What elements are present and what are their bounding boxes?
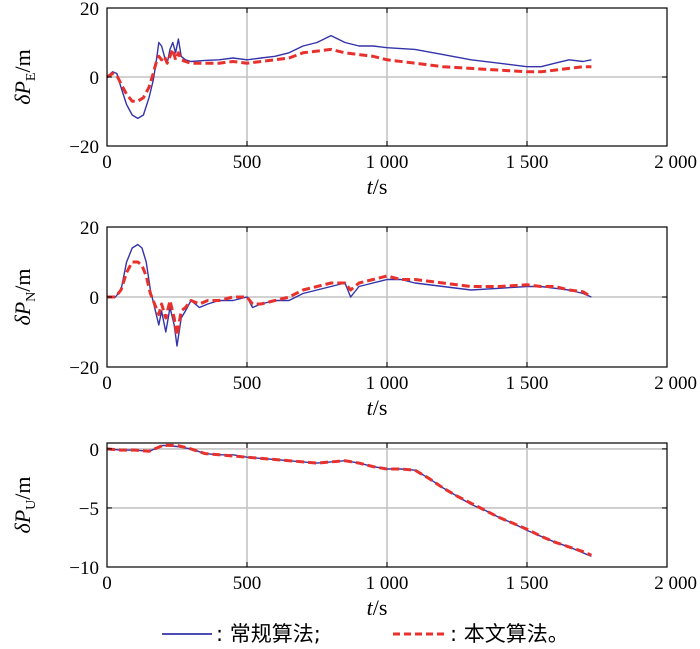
y-tick-label: −20 bbox=[69, 358, 99, 379]
y-axis-label-var: δP bbox=[10, 510, 35, 534]
y-axis-label-unit: /m bbox=[10, 268, 35, 291]
y-axis-label-sub: E bbox=[24, 73, 39, 82]
x-tick-label: 1 500 bbox=[506, 373, 549, 394]
x-tick-label: 0 bbox=[102, 573, 112, 594]
x-axis-label: t/s bbox=[367, 595, 388, 620]
x-axis-label-unit: /s bbox=[373, 395, 388, 420]
x-tick-label: 1 500 bbox=[506, 152, 549, 173]
series-line-conventional-panel-2 bbox=[107, 243, 592, 347]
y-axis-label-unit: /m bbox=[10, 49, 35, 72]
y-axis-label: δPE/m bbox=[10, 49, 39, 104]
x-tick-label: 1 500 bbox=[506, 573, 549, 594]
x-tick-label: 2 000 bbox=[654, 152, 697, 173]
x-axis-label-var: t bbox=[367, 395, 374, 420]
x-tick-label: 0 bbox=[102, 373, 112, 394]
y-tick-label: −20 bbox=[69, 137, 99, 158]
y-axis-label-var: δP bbox=[10, 81, 35, 105]
x-axis-label-unit: /s bbox=[373, 595, 388, 620]
y-axis-label: δPU/m bbox=[10, 476, 39, 533]
y-tick-label: 20 bbox=[80, 218, 99, 239]
x-axis-label-unit: /s bbox=[373, 174, 388, 199]
y-axis-label: δPN/m bbox=[10, 268, 39, 325]
y-tick-label: 0 bbox=[90, 440, 100, 461]
x-tick-label: 500 bbox=[233, 152, 262, 173]
x-axis-label: t/s bbox=[367, 174, 388, 199]
y-tick-label: 0 bbox=[90, 288, 100, 309]
legend: : 常规算法; : 本文算法。 bbox=[162, 622, 569, 646]
x-axis-label: t/s bbox=[367, 395, 388, 420]
series-line-proposed-panel-3 bbox=[106, 443, 592, 557]
chart-panel-3: 0 500 1 000 1 500 2 000 −10 −5 0 t/s δPU/m bbox=[10, 440, 697, 620]
legend-label-conventional: : 常规算法; bbox=[216, 622, 321, 646]
legend-label-proposed: : 本文算法。 bbox=[450, 622, 569, 646]
y-tick-label: −5 bbox=[79, 499, 99, 520]
x-tick-label: 2 000 bbox=[654, 373, 697, 394]
x-tick-label: 1 000 bbox=[366, 573, 409, 594]
series-line-proposed-panel-2 bbox=[107, 260, 593, 337]
x-axis-label-var: t bbox=[367, 174, 374, 199]
series-line-conventional-panel-1 bbox=[106, 34, 592, 120]
x-axis-label-var: t bbox=[367, 595, 374, 620]
y-axis-label-sub: N bbox=[24, 292, 39, 302]
series-line-proposed-panel-1 bbox=[106, 47, 592, 103]
y-axis-label-unit: /m bbox=[10, 476, 35, 499]
x-tick-label: 500 bbox=[233, 373, 262, 394]
y-tick-label: −10 bbox=[69, 558, 99, 579]
x-tick-label: 500 bbox=[233, 573, 262, 594]
x-tick-label: 1 000 bbox=[366, 373, 409, 394]
y-axis-label-sub: U bbox=[24, 500, 39, 510]
x-tick-label: 1 000 bbox=[366, 152, 409, 173]
x-tick-label: 0 bbox=[102, 152, 112, 173]
y-axis-label-var: δP bbox=[10, 302, 35, 326]
x-tick-label: 2 000 bbox=[654, 573, 697, 594]
y-tick-label: 20 bbox=[80, 0, 99, 20]
y-tick-label: 0 bbox=[90, 68, 100, 89]
